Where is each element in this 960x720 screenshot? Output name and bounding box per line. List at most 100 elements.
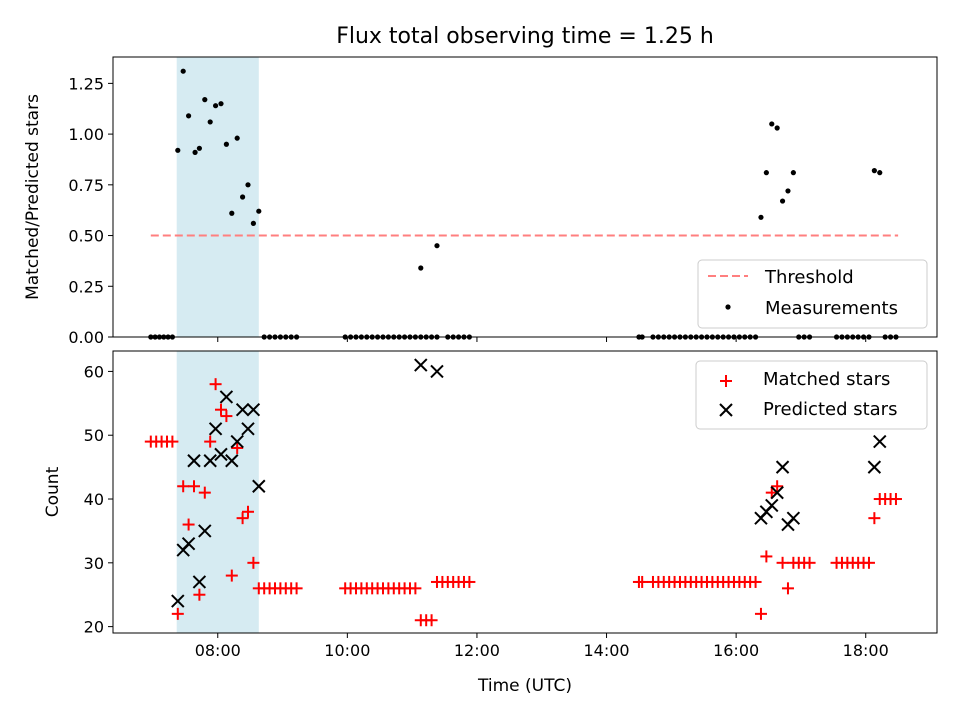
predicted-stars-point [219,390,234,404]
measurements-point [871,168,877,174]
predicted-stars-point [873,434,887,449]
bottom-x-ticks: 08:00 10:00 12:00 14:00 16:00 18:00 [195,633,889,660]
x-tick-label: 12:00 [454,641,500,660]
predicted-stars-point [235,402,250,417]
legend-predicted-label: Predicted stars [763,399,897,420]
bottom-panel-frame [112,350,938,634]
measurements-point [196,145,202,151]
measurements-point [234,135,240,141]
y-tick-label: 60 [84,362,104,381]
matched-stars-point [636,575,649,588]
bottom-y-axis-label: Count [43,466,63,517]
y-tick-label: 20 [84,618,104,637]
matched-stars-point [781,582,794,595]
measurements-point [779,198,786,204]
measurements-point [418,265,424,271]
x-tick-label: 14:00 [583,641,629,660]
predicted-stars-point [214,447,228,462]
matched-stars-point [409,582,422,595]
matched-stars-point [868,512,881,525]
top-y-ticks: 0.00 0.25 0.50 0.75 1.00 1.25 [68,74,113,347]
x-tick-label: 18:00 [843,641,889,660]
measurements-point [774,125,780,131]
predicted-stars-point [765,498,779,513]
predicted-stars-point [246,402,261,417]
y-tick-label: 0.00 [68,328,104,347]
predicted-stars-point [867,460,882,474]
predicted-stars-point [414,358,428,372]
top-panel-frame [112,56,938,338]
matched-stars-point [220,410,233,423]
predicted-stars-point [192,575,207,589]
matched-stars-point [236,512,249,525]
matched-stars-point [760,550,773,563]
bottom-legend: Matched stars Predicted stars [695,360,928,430]
matched-stars-point [771,480,784,493]
measurements-point [192,149,198,155]
matched-stars-point [241,505,254,518]
matched-stars-point [247,556,260,569]
y-tick-label: 1.25 [68,74,104,93]
matched-stars-point [231,441,244,454]
measurements-point [212,103,219,109]
matched-stars-point [754,607,767,620]
predicted-stars-point [252,479,266,493]
measurements-point [218,101,224,107]
matched-stars-point [290,582,303,595]
legend-measurements-label: Measurements [765,298,898,319]
predicted-stars-point [770,485,784,500]
matched-stars-point [803,556,816,569]
predicted-stars-point [187,454,201,468]
measurements-point [185,113,192,119]
measurements-point [223,141,229,147]
matched-stars-point [177,480,190,493]
matched-stars-point [889,493,902,506]
predicted-stars-point [230,434,244,449]
matched-stars-point [182,518,195,531]
matched-stars-point [171,607,184,620]
matched-stars-point [776,556,789,569]
measurements-point [434,243,440,249]
y-tick-label: 0.25 [68,277,104,296]
measurements-point [763,170,769,176]
legend-predicted-swatch [719,403,733,417]
measurements-point [256,208,262,214]
matched-stars-point [749,575,762,588]
measurements-point [245,182,251,188]
measurements-point [785,188,791,194]
measurements-point [175,147,181,153]
matched-stars-point [425,614,438,627]
y-tick-label: 50 [84,426,104,445]
top-legend-box [697,259,928,329]
predicted-stars-point [171,594,185,608]
top-panel: 0.00 0.25 0.50 0.75 1.00 1.25 Flux total obse… [23,24,938,347]
x-tick-label: 08:00 [195,641,241,660]
measurements-point [202,97,208,103]
predicted-stars-point [208,422,223,436]
matched-stars-point [166,435,179,448]
y-tick-label: 1.00 [68,125,104,144]
top-x-ticks [217,337,867,342]
matched-stars-point [463,575,476,588]
bottom-panel-marks [144,358,902,627]
matched-stars-point [187,480,200,493]
predicted-stars-point [203,454,217,468]
bottom-y-ticks: 20 30 40 50 60 [84,362,113,637]
bottom-legend-box [695,360,928,430]
x-tick-label: 10:00 [324,641,370,660]
y-tick-label: 30 [84,554,104,573]
observing-window-span [176,351,259,633]
top-legend: Threshold Measurements [697,259,928,329]
matched-stars-point [862,556,875,569]
measurements-point [877,170,883,176]
top-panel-title: Flux total observing time = 1.25 h [336,24,714,49]
predicted-stars-point [225,454,239,468]
measurements-point [229,210,235,216]
legend-matched-swatch [720,375,732,387]
measurements-point [239,194,246,200]
legend-measurements-swatch [725,304,731,310]
matched-stars-point [209,378,222,391]
predicted-stars-point [775,460,790,474]
